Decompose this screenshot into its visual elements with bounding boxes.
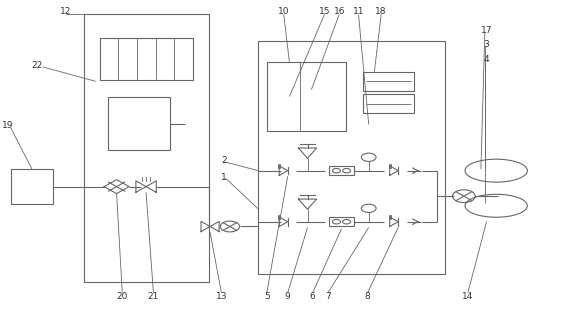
Text: 2: 2: [222, 156, 227, 165]
Text: 3: 3: [484, 40, 489, 49]
Bar: [363, 72, 414, 91]
Text: 6: 6: [310, 292, 315, 300]
Text: 21: 21: [148, 292, 159, 300]
Text: 9: 9: [285, 292, 290, 300]
Text: 4: 4: [484, 55, 489, 63]
Text: 8: 8: [365, 292, 370, 300]
Text: 1: 1: [221, 173, 227, 182]
Text: 10: 10: [278, 7, 290, 16]
Bar: [11, 169, 53, 204]
Text: 20: 20: [117, 292, 128, 300]
Bar: [329, 217, 354, 226]
Text: 11: 11: [353, 7, 364, 16]
Text: 18: 18: [375, 7, 387, 16]
Bar: [84, 14, 209, 282]
Text: 7: 7: [325, 292, 331, 300]
Text: 19: 19: [2, 121, 13, 130]
Text: 22: 22: [32, 61, 43, 70]
Text: 13: 13: [215, 292, 227, 300]
Text: 16: 16: [333, 7, 345, 16]
Bar: [108, 97, 171, 150]
Text: 15: 15: [319, 7, 331, 16]
Text: 5: 5: [264, 292, 270, 300]
Text: 14: 14: [462, 292, 473, 300]
Bar: [100, 38, 193, 80]
Text: 12: 12: [60, 7, 71, 16]
Text: 17: 17: [481, 26, 492, 35]
Bar: [329, 166, 354, 175]
Bar: [363, 94, 414, 113]
Bar: [266, 62, 346, 131]
Bar: [258, 41, 445, 274]
